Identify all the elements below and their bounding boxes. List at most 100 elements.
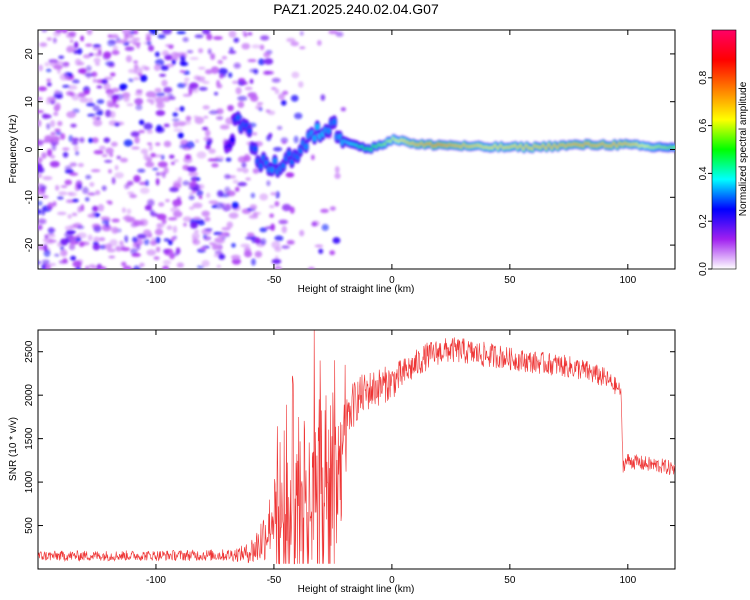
heatmap-cell — [188, 88, 193, 96]
heatmap-cell — [290, 94, 299, 102]
heatmap-cell — [60, 238, 69, 246]
heatmap-cell — [168, 96, 176, 100]
heatmap-cell — [97, 204, 105, 212]
heatmap-cell — [101, 185, 107, 191]
heatmap-cell — [211, 163, 219, 168]
heatmap-cell — [60, 246, 65, 251]
heatmap-cell — [143, 153, 150, 161]
heatmap-cell — [99, 237, 106, 242]
heatmap-cell — [241, 161, 247, 169]
heatmap-cell — [85, 65, 92, 72]
heatmap-cell — [106, 100, 113, 108]
heatmap-cell — [82, 186, 89, 195]
heatmap-cell — [110, 141, 118, 147]
heatmap-cell — [94, 52, 103, 57]
heatmap-cell — [293, 135, 299, 144]
chart-title: PAZ1.2025.240.02.04.G07 — [273, 1, 439, 17]
heatmap-cell — [216, 83, 223, 89]
heatmap-cell — [315, 123, 320, 131]
heatmap-cell — [247, 59, 257, 63]
heatmap-cell — [272, 157, 278, 165]
heatmap-cell — [123, 139, 133, 147]
heatmap-cell — [47, 227, 56, 233]
heatmap-cell — [166, 93, 174, 97]
heatmap-cell — [254, 250, 263, 258]
heatmap-cell — [120, 247, 131, 252]
heatmap-cell — [41, 152, 47, 159]
heatmap-cell — [225, 157, 232, 162]
heatmap-cell — [126, 103, 134, 107]
heatmap-cell — [64, 179, 72, 186]
heatmap-cell — [194, 229, 199, 233]
heatmap-cell — [293, 112, 303, 120]
heatmap-cell — [201, 30, 211, 35]
heatmap-cell — [144, 204, 152, 211]
heatmap-cell — [156, 172, 160, 176]
y-tick-label: -10 — [24, 190, 35, 205]
heatmap-cell — [80, 204, 85, 212]
snr-y-ticks: 500 1000 1500 2000 2500 — [24, 340, 675, 534]
heatmap-cell — [70, 255, 77, 261]
heatmap-cell — [255, 105, 263, 110]
heatmap-cell — [122, 265, 132, 269]
heatmap-cell — [266, 180, 271, 187]
heatmap-cell — [206, 33, 213, 41]
heatmap-cell — [180, 61, 189, 67]
heatmap-cell — [134, 136, 140, 144]
x-tick-label: 0 — [389, 275, 395, 286]
heatmap-cell — [207, 48, 212, 55]
heatmap-cell — [84, 197, 90, 202]
heatmap-cell — [214, 91, 219, 96]
heatmap-cell — [671, 146, 675, 149]
heatmap-cell — [56, 94, 63, 99]
heatmap-cell — [238, 77, 246, 82]
heatmap-cell — [137, 233, 147, 239]
heatmap-cell — [232, 80, 239, 84]
heatmap-cell — [62, 147, 70, 151]
heatmap-cell — [228, 212, 239, 219]
heatmap-cell — [179, 106, 185, 112]
heatmap-cell — [74, 184, 80, 192]
heatmap-cell — [49, 160, 60, 168]
heatmap-cell — [69, 172, 79, 176]
heatmap-cell — [154, 87, 162, 93]
heatmap-cell — [207, 158, 218, 162]
heatmap-cell — [134, 98, 144, 105]
heatmap-cell — [258, 162, 263, 170]
heatmap-cell — [105, 60, 115, 67]
heatmap-cell — [314, 244, 324, 248]
heatmap-cell — [270, 192, 277, 196]
heatmap-cell — [52, 201, 57, 207]
heatmap-cell — [249, 78, 254, 84]
heatmap-cell — [103, 51, 112, 59]
heatmap-cell — [38, 96, 43, 101]
heatmap-cell — [84, 265, 90, 269]
heatmap-cell — [100, 266, 107, 269]
heatmap-cell — [201, 210, 210, 217]
heatmap-noise-blobs — [38, 30, 347, 269]
heatmap-cell — [38, 119, 42, 127]
heatmap-cell — [202, 233, 207, 239]
heatmap-cell — [183, 222, 187, 227]
heatmap-cell — [98, 145, 106, 151]
heatmap-cell — [74, 237, 82, 242]
heatmap-cell — [321, 224, 329, 231]
heatmap-cell — [212, 36, 223, 41]
heatmap-cell — [173, 128, 183, 132]
heatmap-cell — [77, 48, 83, 55]
heatmap-cell — [245, 177, 251, 181]
heatmap-cell — [101, 224, 112, 232]
heatmap-cell — [47, 202, 54, 210]
heatmap-cell — [125, 55, 133, 63]
heatmap-cell — [39, 42, 48, 47]
heatmap-cell — [216, 116, 224, 121]
heatmap-cell — [38, 86, 48, 92]
heatmap-cell — [194, 34, 204, 39]
heatmap-cell — [205, 69, 213, 75]
heatmap-cell — [172, 112, 179, 117]
heatmap-cell — [111, 226, 119, 234]
heatmap-cell — [131, 253, 141, 258]
heatmap-cell — [154, 228, 164, 236]
heatmap-cell — [71, 137, 80, 142]
heatmap-cell — [64, 225, 73, 231]
